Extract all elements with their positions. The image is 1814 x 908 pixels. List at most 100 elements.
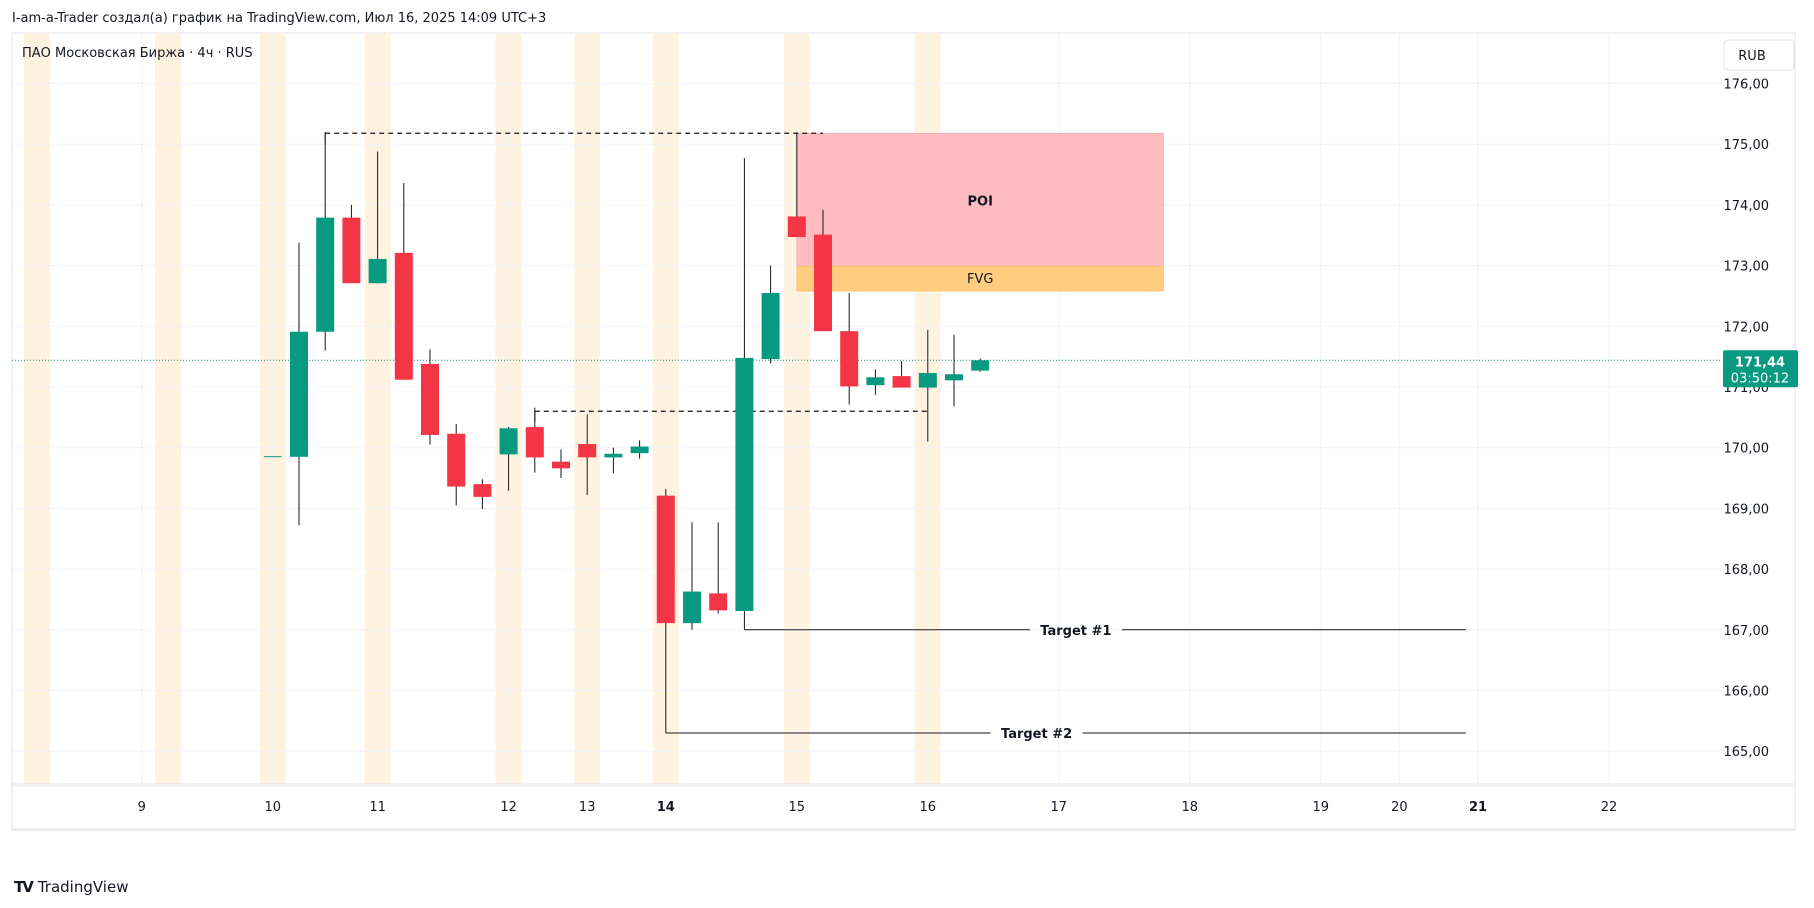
time-axis-label: 18 [1182,800,1199,815]
candle [604,447,623,474]
candle [447,424,466,506]
price-axis-label: 174,00 [1724,199,1770,214]
candle [394,183,413,380]
bar-countdown: 03:50:12 [1731,371,1789,386]
candle-body-up [971,360,990,371]
time-axis-label: 14 [657,800,675,815]
candle [866,369,885,395]
candle-body-down [447,433,466,487]
price-axis-label: 166,00 [1724,685,1770,700]
candle [761,265,780,364]
candle [735,158,754,611]
price-axis-label: 167,00 [1724,624,1770,639]
candle-body-up [604,453,623,458]
currency-label: RUB [1738,49,1765,64]
candle [421,349,439,445]
symbol-legend: ПАО Московская Биржа · 4ч · RUS [22,46,253,61]
candle [656,488,675,624]
candle-body-up [761,292,780,360]
zone-label-fvg: FVG [967,272,993,287]
candle-body-up [368,258,387,284]
candle [290,242,308,526]
time-axis-label: 15 [789,800,806,815]
price-axis-label: 173,00 [1724,260,1770,275]
tradingview-brand[interactable]: TV TradingView [14,878,128,896]
candle [263,456,282,458]
price-axis-label: 165,00 [1724,745,1770,760]
candle [892,360,911,388]
candle-body-down [892,376,911,388]
candle-body-down [840,331,859,387]
zone-fvg [796,265,1164,292]
candle-body-down [342,217,361,284]
price-axis-label: 172,00 [1724,320,1770,335]
candle-body-up [499,428,518,455]
candle-body-up [630,446,649,454]
time-axis-label: 21 [1469,800,1487,815]
candle-body-down [473,484,492,497]
time-axis-label: 22 [1601,800,1618,815]
currency-button[interactable]: RUB [1723,39,1795,71]
candle [814,209,832,332]
candle-body-down [525,427,544,458]
candle [709,522,728,614]
time-axis-label: 12 [500,800,517,815]
candle [840,292,859,405]
candle [342,204,361,284]
session-highlight [24,33,50,784]
candle [630,440,649,459]
price-axis-label: 175,00 [1724,138,1770,153]
target-label: Target #1 [1040,624,1111,639]
time-axis-label: 17 [1051,800,1068,815]
candle-body-up [316,217,335,332]
time-axis-label: 19 [1313,800,1330,815]
time-axis-label: 9 [138,800,146,815]
candle [499,427,518,491]
candle [473,479,492,510]
candle [918,329,937,442]
price-axis-label: 176,00 [1724,78,1770,93]
price-axis-label: 169,00 [1724,502,1770,517]
candle [683,522,701,630]
candle-body-up [290,331,308,457]
time-axis-label: 11 [369,800,386,815]
candle-body-up [945,374,963,381]
candle [525,407,544,473]
candle [578,414,597,496]
candle-body-down [709,593,728,611]
last-price-value: 171,44 [1735,355,1785,370]
price-axis-label: 170,00 [1724,442,1770,457]
chart-author-caption: I-am-a-Trader создал(а) график на Tradin… [12,11,547,26]
candle-body-up [866,377,885,386]
time-axis-label: 10 [265,800,282,815]
candle-body-down [394,252,413,380]
candle [945,334,963,407]
candle [971,358,990,372]
candle-body-down [421,363,439,435]
candle [552,449,570,479]
candle-body-down [787,216,806,238]
candle-body-down [552,461,570,469]
last-price-badge-bg [1723,350,1798,388]
tradingview-logo-icon: TV [14,878,34,896]
price-axis-label: 168,00 [1724,563,1770,578]
time-axis-label: 16 [920,800,937,815]
zone-label-poi: POI [967,194,992,209]
target-label: Target #2 [1001,727,1072,742]
candle [787,132,806,238]
time-axis-label: 13 [579,800,596,815]
candle-body-up [918,373,937,388]
brand-name: TradingView [37,878,129,896]
currency-button-frame [1723,39,1795,71]
candle-body-up [263,456,282,458]
candle-body-down [656,495,675,624]
candle-body-down [814,234,832,332]
candle [316,132,335,351]
candle-body-up [735,357,754,611]
candle-body-down [578,444,597,458]
time-axis-label: 20 [1391,800,1408,815]
candle [368,151,387,284]
session-highlight [155,33,181,784]
